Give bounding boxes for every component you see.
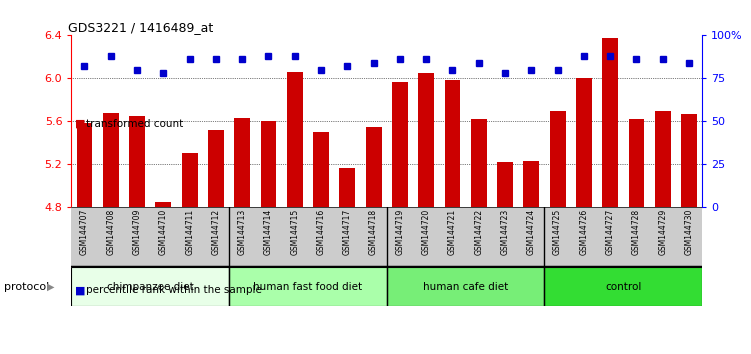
Bar <box>544 267 702 306</box>
Bar <box>445 80 460 207</box>
Text: GSM144723: GSM144723 <box>501 209 509 255</box>
Bar <box>523 161 539 207</box>
Bar <box>629 119 644 207</box>
Text: GSM144724: GSM144724 <box>527 209 535 255</box>
Text: GSM144711: GSM144711 <box>185 209 194 255</box>
Text: ■: ■ <box>75 285 86 295</box>
Text: human fast food diet: human fast food diet <box>253 282 363 292</box>
Bar <box>392 81 408 207</box>
Bar <box>471 119 487 207</box>
Bar <box>550 110 566 207</box>
Bar <box>182 153 198 207</box>
Text: GSM144718: GSM144718 <box>369 209 378 255</box>
Text: ■: ■ <box>75 119 86 129</box>
Text: GSM144712: GSM144712 <box>212 209 220 255</box>
Bar <box>234 118 250 207</box>
Bar <box>387 267 544 306</box>
Bar <box>339 169 355 207</box>
Bar <box>229 267 387 306</box>
Bar <box>313 132 329 207</box>
Bar <box>155 202 171 207</box>
Text: GSM144719: GSM144719 <box>396 209 404 255</box>
Text: ▶: ▶ <box>47 282 55 292</box>
Bar <box>497 162 513 207</box>
Text: GSM144725: GSM144725 <box>553 209 562 255</box>
Bar <box>71 267 229 306</box>
Text: GSM144722: GSM144722 <box>475 209 483 255</box>
Text: control: control <box>605 282 641 292</box>
Text: GSM144729: GSM144729 <box>659 209 667 255</box>
Text: GSM144721: GSM144721 <box>448 209 457 255</box>
Text: GSM144716: GSM144716 <box>317 209 325 255</box>
Bar <box>261 121 276 207</box>
Text: GDS3221 / 1416489_at: GDS3221 / 1416489_at <box>68 21 213 34</box>
Text: GSM144709: GSM144709 <box>133 209 141 255</box>
Text: GSM144710: GSM144710 <box>159 209 167 255</box>
Text: protocol: protocol <box>4 282 49 292</box>
Text: GSM144728: GSM144728 <box>632 209 641 255</box>
Text: GSM144727: GSM144727 <box>606 209 614 255</box>
Bar <box>287 72 303 207</box>
Text: GSM144707: GSM144707 <box>80 209 89 255</box>
Text: percentile rank within the sample: percentile rank within the sample <box>86 285 262 295</box>
Text: transformed count: transformed count <box>86 119 183 129</box>
Text: human cafe diet: human cafe diet <box>423 282 508 292</box>
Bar <box>681 114 697 207</box>
Text: GSM144726: GSM144726 <box>580 209 588 255</box>
Text: GSM144708: GSM144708 <box>107 209 115 255</box>
Text: GSM144714: GSM144714 <box>264 209 273 255</box>
Bar <box>576 78 592 207</box>
Bar <box>129 116 145 207</box>
Text: GSM144730: GSM144730 <box>685 209 693 255</box>
Text: GSM144720: GSM144720 <box>422 209 430 255</box>
Bar <box>366 127 382 207</box>
Bar <box>77 124 92 207</box>
Text: chimpanzee diet: chimpanzee diet <box>107 282 194 292</box>
Bar <box>103 113 119 207</box>
Text: GSM144717: GSM144717 <box>343 209 351 255</box>
Text: GSM144713: GSM144713 <box>238 209 246 255</box>
Bar <box>418 73 434 207</box>
Bar <box>602 38 618 207</box>
Bar <box>208 130 224 207</box>
Text: GSM144715: GSM144715 <box>291 209 299 255</box>
Bar <box>655 110 671 207</box>
